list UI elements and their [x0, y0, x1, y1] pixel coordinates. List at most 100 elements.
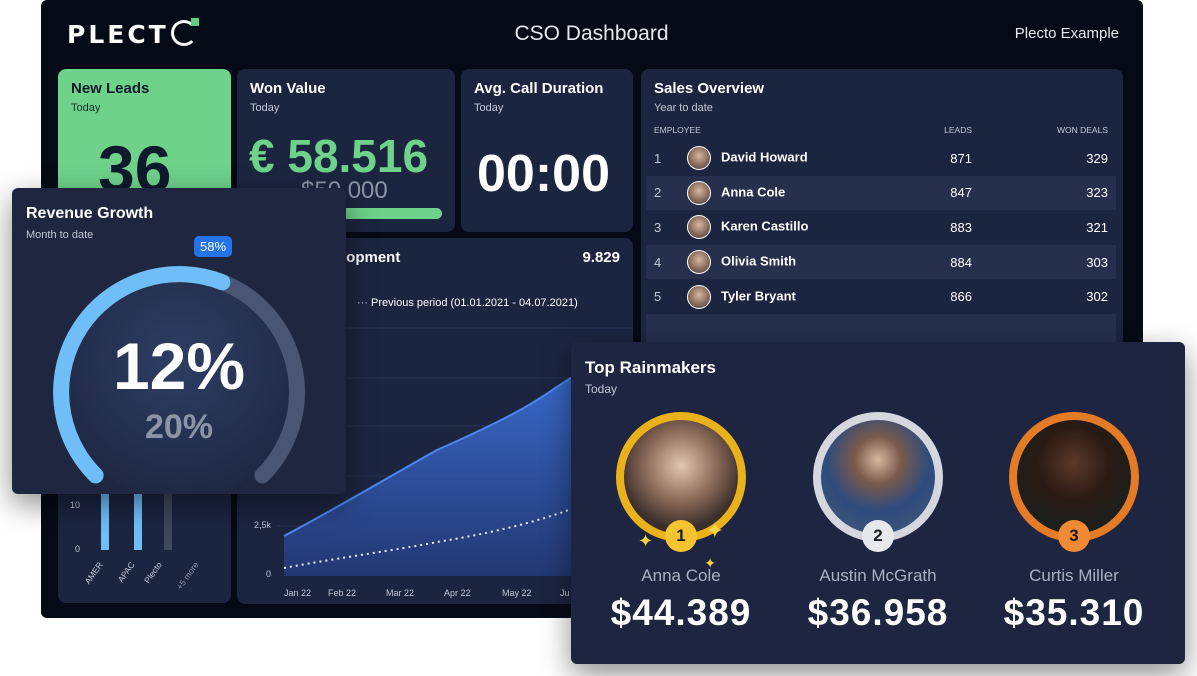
avatar — [821, 420, 935, 534]
avatar — [1017, 420, 1131, 534]
x-tick: AMER — [82, 560, 105, 586]
current-series-line — [283, 365, 633, 537]
call-duration-card[interactable]: Avg. Call Duration Today 00:00 — [461, 69, 633, 232]
avatar — [686, 215, 711, 240]
y-tick: 2,5k — [254, 520, 272, 530]
rainmaker-value: $35.310 — [1003, 592, 1145, 633]
rainmaker-name: Austin McGrath — [819, 566, 937, 585]
rank-cell: 5 — [654, 289, 662, 305]
employee-name: Tyler Bryant — [720, 288, 796, 304]
card-title: Won Value — [250, 80, 326, 97]
current-series-area — [284, 366, 633, 576]
table-row[interactable]: 5 Tyler Bryant 866 302 — [646, 279, 1116, 314]
avatar — [686, 250, 711, 275]
rainmaker-name: Curtis Miller — [1029, 566, 1119, 585]
development-total: 9.829 — [582, 249, 620, 266]
logo-o-mark — [170, 18, 199, 46]
rank-medal: 1 — [665, 520, 697, 552]
revenue-growth-value: 12% — [112, 329, 246, 403]
x-tick: Ju — [560, 588, 570, 598]
legend-label: Previous period (01.01.2021 - 04.07.2021… — [371, 297, 578, 309]
y-tick: 0 — [75, 544, 81, 554]
gauge-fill — [53, 266, 231, 484]
card-title: lopment — [342, 249, 401, 266]
card-subtitle: Month to date — [26, 229, 94, 241]
column-header-leads: LEADS — [944, 125, 972, 135]
card-subtitle: Year to date — [654, 102, 713, 114]
won-value-progress-track — [297, 208, 442, 219]
rainmaker-3[interactable]: 3 Curtis Miller $35.310 — [974, 412, 1174, 634]
rank-cell: 3 — [654, 219, 662, 235]
card-subtitle: Today — [474, 102, 504, 114]
dashboard-title: CSO Dashboard — [514, 22, 669, 45]
table-header-row: EMPLOYEE LEADS WON DEALS — [646, 119, 1116, 141]
avatar — [624, 420, 738, 534]
card-title: Revenue Growth — [26, 205, 154, 222]
revenue-growth-card[interactable]: Revenue Growth Month to date 58% 12% 20% — [12, 188, 346, 494]
rank-medal: 2 — [862, 520, 894, 552]
won-cell: 303 — [980, 244, 1116, 280]
x-tick: Mar 22 — [386, 588, 415, 598]
sparkle-icon: ✦ — [705, 518, 724, 543]
top-rainmakers-card[interactable]: Top Rainmakers Today 1 ✦ ✦ ✦ Anna Cole $… — [571, 342, 1185, 664]
won-value-progress-fill — [297, 208, 442, 219]
organization-name: Plecto Example — [1014, 25, 1119, 42]
rainmaker-1[interactable]: 1 ✦ ✦ ✦ Anna Cole $44.389 — [581, 412, 781, 634]
leads-cell: 847 — [874, 175, 980, 211]
gauge-svg — [53, 265, 305, 494]
x-tick: Plecto — [142, 560, 164, 586]
gauge-progress-badge: 58% — [194, 236, 233, 257]
sales-overview-card[interactable]: Sales Overview Year to date EMPLOYEE LEA… — [641, 69, 1123, 359]
avatar-ring: 1 ✦ ✦ ✦ — [616, 412, 746, 571]
leads-cell: 866 — [950, 289, 972, 305]
gauge-glow — [69, 282, 289, 494]
won-cell: 323 — [980, 175, 1116, 211]
bar-amer — [101, 490, 109, 550]
card-subtitle: Today — [71, 102, 101, 114]
plecto-logo: PLECT — [67, 18, 199, 49]
table-row[interactable]: 3 Karen Castillo 883 321 — [646, 210, 1116, 245]
x-tick: +5 more — [174, 560, 201, 592]
leads-cell: 884 — [874, 244, 980, 280]
card-title: Sales Overview — [654, 80, 765, 97]
employee-name: Karen Castillo — [720, 218, 809, 234]
avatar — [686, 284, 711, 309]
rank-cell: 1 — [654, 150, 662, 166]
card-subtitle: Today — [585, 382, 618, 396]
column-header-won-deals: WON DEALS — [1056, 125, 1108, 135]
rainmaker-2[interactable]: 2 Austin McGrath $36.958 — [778, 412, 978, 634]
x-tick: Jan 22 — [284, 588, 312, 598]
bar-plecto — [164, 490, 172, 550]
revenue-growth-target: 20% — [144, 408, 214, 446]
legend-previous-period: ··· Previous period (01.01.2021 - 04.07.… — [357, 297, 578, 309]
sales-table: EMPLOYEE LEADS WON DEALS 1 David Howard 87… — [646, 119, 1116, 348]
won-cell: 329 — [1086, 150, 1108, 166]
employee-name: Olivia Smith — [720, 253, 797, 269]
card-title: Avg. Call Duration — [474, 80, 604, 97]
leads-cell: 871 — [950, 150, 972, 166]
table-row[interactable]: 1 David Howard 871 329 — [646, 141, 1116, 176]
card-title: New Leads — [71, 80, 150, 97]
avatar-ring: 3 — [1009, 412, 1139, 552]
table-row[interactable]: 4 Olivia Smith 884 303 — [646, 244, 1116, 280]
employee-name: David Howard — [720, 149, 808, 165]
rainmaker-value: $36.958 — [807, 592, 949, 633]
leads-cell: 883 — [950, 219, 972, 235]
card-title: Top Rainmakers — [585, 358, 717, 377]
bar-apac — [134, 490, 142, 550]
avatar-ring: 2 — [813, 412, 943, 552]
won-cell: 321 — [1086, 219, 1108, 235]
call-duration-value: 00:00 — [477, 145, 610, 203]
x-tick: Feb 22 — [328, 588, 357, 598]
table-row[interactable]: 2 Anna Cole 847 323 — [646, 175, 1116, 211]
logo-text: PLECT — [67, 20, 169, 49]
rank-medal: 3 — [1058, 520, 1090, 552]
rainmaker-value: $44.389 — [610, 592, 752, 633]
sparkle-icon: ✦ — [704, 555, 716, 571]
column-header-employee: EMPLOYEE — [654, 125, 701, 135]
x-tick: APAC — [115, 560, 137, 585]
sparkle-icon: ✦ — [638, 531, 654, 551]
x-tick: May 22 — [502, 588, 532, 598]
x-tick: Apr 22 — [444, 588, 471, 598]
won-value-amount: € 58.516 — [249, 130, 429, 182]
